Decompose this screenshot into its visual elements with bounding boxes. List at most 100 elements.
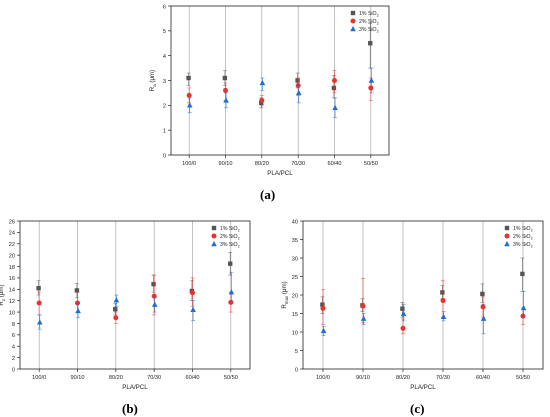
chart-b-data-point	[190, 306, 196, 312]
chart-b-data-point	[113, 315, 119, 321]
chart-c-ytick-label: 25	[292, 275, 298, 281]
chart-c-legend-label: 2% SiO2	[513, 234, 533, 240]
chart-c-legend-marker	[504, 241, 510, 247]
chart-b-data-point	[74, 288, 80, 293]
chart-a-ytick-label: 1	[163, 128, 166, 134]
chart-b-legend-label: 1% SiO2	[220, 226, 240, 232]
chart-c-data-point	[360, 315, 367, 321]
chart-a-data-point	[331, 85, 337, 91]
chart-b-data-point	[151, 281, 156, 287]
chart-b-legend-marker	[211, 225, 217, 231]
chart-c-legend-marker	[504, 225, 510, 231]
chart-b-ytick-label: 26	[9, 219, 15, 225]
chart-c-data-point	[520, 313, 526, 319]
panel-label-c: (c)	[410, 401, 425, 416]
chart-a-legend-label: 3% SiO2	[359, 27, 379, 33]
chart-c-data-point	[400, 325, 406, 331]
panel-label-b: (b)	[122, 401, 138, 416]
chart-c-legend-marker	[504, 233, 510, 239]
chart-a-xtick-label: 50/50	[364, 161, 378, 167]
chart-a-data-point	[295, 89, 302, 96]
chart-a-xtick-label: 70/30	[291, 161, 305, 167]
chart-a-data-point	[186, 102, 193, 108]
chart-a-legend-label: 1% SiO2	[359, 11, 379, 17]
chart-a-data-point	[332, 78, 337, 83]
chart-c-ytick-label: 30	[292, 256, 298, 262]
chart-c-data-point	[320, 302, 325, 307]
chart-a-data-point	[295, 78, 300, 83]
chart-a: 0 1 2 3 4 5 6 100/0 90/10 80/20 70/30 60/40 50/50 PLA…	[149, 4, 390, 177]
chart-a-xtick-label: 80/20	[255, 161, 269, 167]
chart-c-xtick-label: 60/40	[476, 375, 490, 381]
chart-a-ytick-label: 0	[163, 153, 166, 159]
chart-b-xaxis-title: PLA/PCL	[122, 384, 148, 391]
chart-b-data-point	[228, 289, 235, 295]
chart-b-data-point	[75, 307, 81, 314]
chart-a-legend-marker	[350, 10, 356, 16]
chart-b-ytick-label: 10	[9, 310, 15, 316]
chart-c-ytick-label: 0	[295, 367, 298, 373]
chart-a-data-point	[186, 75, 191, 81]
chart-a-plot-frame	[170, 5, 390, 156]
chart-b-xtick-label: 90/10	[71, 375, 85, 381]
chart-c-data-point	[480, 291, 485, 297]
chart-a-legend-marker	[350, 18, 356, 24]
chart-c-data-point	[480, 304, 486, 310]
chart-b-ytick-label: 12	[9, 299, 15, 305]
chart-c-xtick-label: 50/50	[516, 375, 530, 381]
chart-b-ytick-label: 0	[12, 367, 15, 373]
chart-c-data-point	[400, 310, 407, 317]
chart-c-legend-label: 1% SiO2	[513, 226, 533, 232]
chart-a-data-point	[368, 85, 374, 91]
chart-a-data-point	[259, 79, 266, 86]
chart-a-ytick-label: 3	[163, 79, 166, 85]
chart-c-yaxis-title: Rmax (μm)	[281, 281, 289, 308]
chart-b-xtick-label: 60/40	[186, 375, 200, 381]
chart-a-legend-marker	[350, 26, 356, 32]
chart-a-data-point	[259, 97, 265, 103]
chart-b-data-point	[36, 319, 43, 325]
chart-c-ytick-label: 5	[295, 349, 298, 355]
chart-a-ytick-label: 4	[163, 54, 166, 60]
chart-c-ytick-label: 10	[292, 330, 298, 336]
chart-a-ytick-label: 6	[163, 4, 166, 10]
chart-b-data-point	[36, 300, 42, 306]
chart-c-ytick-label: 40	[292, 219, 298, 225]
chart-c-ytick-label: 15	[292, 312, 298, 318]
chart-c-data-point	[400, 306, 405, 311]
chart-a-data-point	[368, 77, 375, 83]
chart-c-xaxis-title: PLA/PCL	[410, 384, 436, 391]
chart-b-plot-frame	[19, 220, 251, 370]
chart-b-ytick-label: 2	[12, 356, 15, 362]
chart-a-data-point	[259, 100, 264, 106]
chart-c-ytick-label: 20	[292, 293, 298, 299]
chart-b-ytick-label: 6	[12, 333, 15, 339]
chart-a-data-point	[368, 41, 373, 46]
chart-c-data-point	[480, 315, 487, 321]
chart-b-data-point	[113, 297, 120, 303]
chart-c-data-point	[360, 303, 366, 309]
chart-b-ytick-label: 8	[12, 322, 15, 328]
chart-a-xtick-label: 90/10	[219, 161, 233, 167]
chart-b-data-point	[228, 261, 233, 266]
chart-b-xtick-label: 100/0	[32, 375, 46, 381]
chart-c-xtick-label: 90/10	[356, 375, 370, 381]
chart-b-data-point	[151, 293, 157, 299]
chart-c-data-point	[520, 271, 525, 277]
chart-a-data-point	[223, 87, 228, 93]
chart-b-data-point	[190, 290, 195, 296]
chart-b-data-point	[113, 307, 118, 312]
chart-c-xtick-label: 80/20	[396, 375, 410, 381]
chart-c-data-point	[440, 298, 446, 304]
chart-a-yaxis-title: Ra (μm)	[149, 70, 157, 91]
chart-b-legend-marker	[211, 233, 217, 239]
chart-b-data-point	[228, 299, 234, 305]
chart-c-xtick-label: 100/0	[316, 375, 330, 381]
chart-a-xaxis-title: PLA/PCL	[267, 170, 293, 177]
chart-b-ytick-label: 24	[9, 231, 15, 237]
chart-b-xtick-label: 50/50	[224, 375, 238, 381]
chart-a-ytick-label: 5	[163, 29, 166, 35]
chart-a-xtick-label: 60/40	[328, 161, 342, 167]
